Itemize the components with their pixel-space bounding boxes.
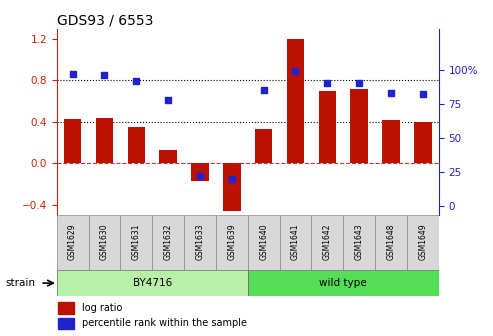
Bar xyxy=(216,215,247,270)
Text: GSM1640: GSM1640 xyxy=(259,223,268,260)
Text: GSM1629: GSM1629 xyxy=(68,223,77,260)
Bar xyxy=(312,215,343,270)
Text: GSM1642: GSM1642 xyxy=(323,223,332,260)
Bar xyxy=(343,215,375,270)
Bar xyxy=(318,91,336,163)
Point xyxy=(419,92,427,97)
Bar xyxy=(280,215,312,270)
Text: GSM1632: GSM1632 xyxy=(164,223,173,260)
Point xyxy=(132,78,140,83)
Bar xyxy=(247,215,280,270)
Text: GSM1648: GSM1648 xyxy=(387,223,395,260)
Bar xyxy=(191,163,209,181)
Bar xyxy=(89,215,120,270)
Text: percentile rank within the sample: percentile rank within the sample xyxy=(82,319,247,328)
Bar xyxy=(351,89,368,163)
Bar xyxy=(255,129,273,163)
Bar xyxy=(96,118,113,163)
Bar xyxy=(407,215,439,270)
Point xyxy=(164,97,172,102)
Bar xyxy=(223,163,241,211)
Bar xyxy=(375,215,407,270)
Bar xyxy=(184,215,216,270)
Text: strain: strain xyxy=(5,278,35,288)
Text: GSM1641: GSM1641 xyxy=(291,223,300,260)
Bar xyxy=(64,119,81,163)
Point xyxy=(69,71,76,76)
Bar xyxy=(287,39,304,163)
Bar xyxy=(57,270,247,296)
Text: BY4716: BY4716 xyxy=(133,278,172,288)
Point xyxy=(355,81,363,86)
Bar xyxy=(247,270,439,296)
Bar xyxy=(120,215,152,270)
Bar xyxy=(152,215,184,270)
Bar xyxy=(58,318,73,329)
Bar xyxy=(159,150,177,163)
Text: GSM1631: GSM1631 xyxy=(132,223,141,260)
Bar xyxy=(414,122,431,163)
Point xyxy=(228,176,236,182)
Point xyxy=(196,174,204,179)
Text: wild type: wild type xyxy=(319,278,367,288)
Bar xyxy=(57,215,89,270)
Point xyxy=(387,90,395,95)
Bar xyxy=(382,120,400,163)
Point xyxy=(101,72,108,78)
Text: GSM1633: GSM1633 xyxy=(195,223,205,260)
Bar xyxy=(58,302,73,314)
Text: GSM1649: GSM1649 xyxy=(419,223,427,260)
Point xyxy=(291,68,299,74)
Point xyxy=(260,87,268,93)
Bar xyxy=(128,127,145,163)
Text: log ratio: log ratio xyxy=(82,303,123,313)
Text: GSM1630: GSM1630 xyxy=(100,223,109,260)
Point xyxy=(323,81,331,86)
Text: GSM1639: GSM1639 xyxy=(227,223,236,260)
Text: GSM1643: GSM1643 xyxy=(354,223,364,260)
Text: GDS93 / 6553: GDS93 / 6553 xyxy=(57,13,153,28)
